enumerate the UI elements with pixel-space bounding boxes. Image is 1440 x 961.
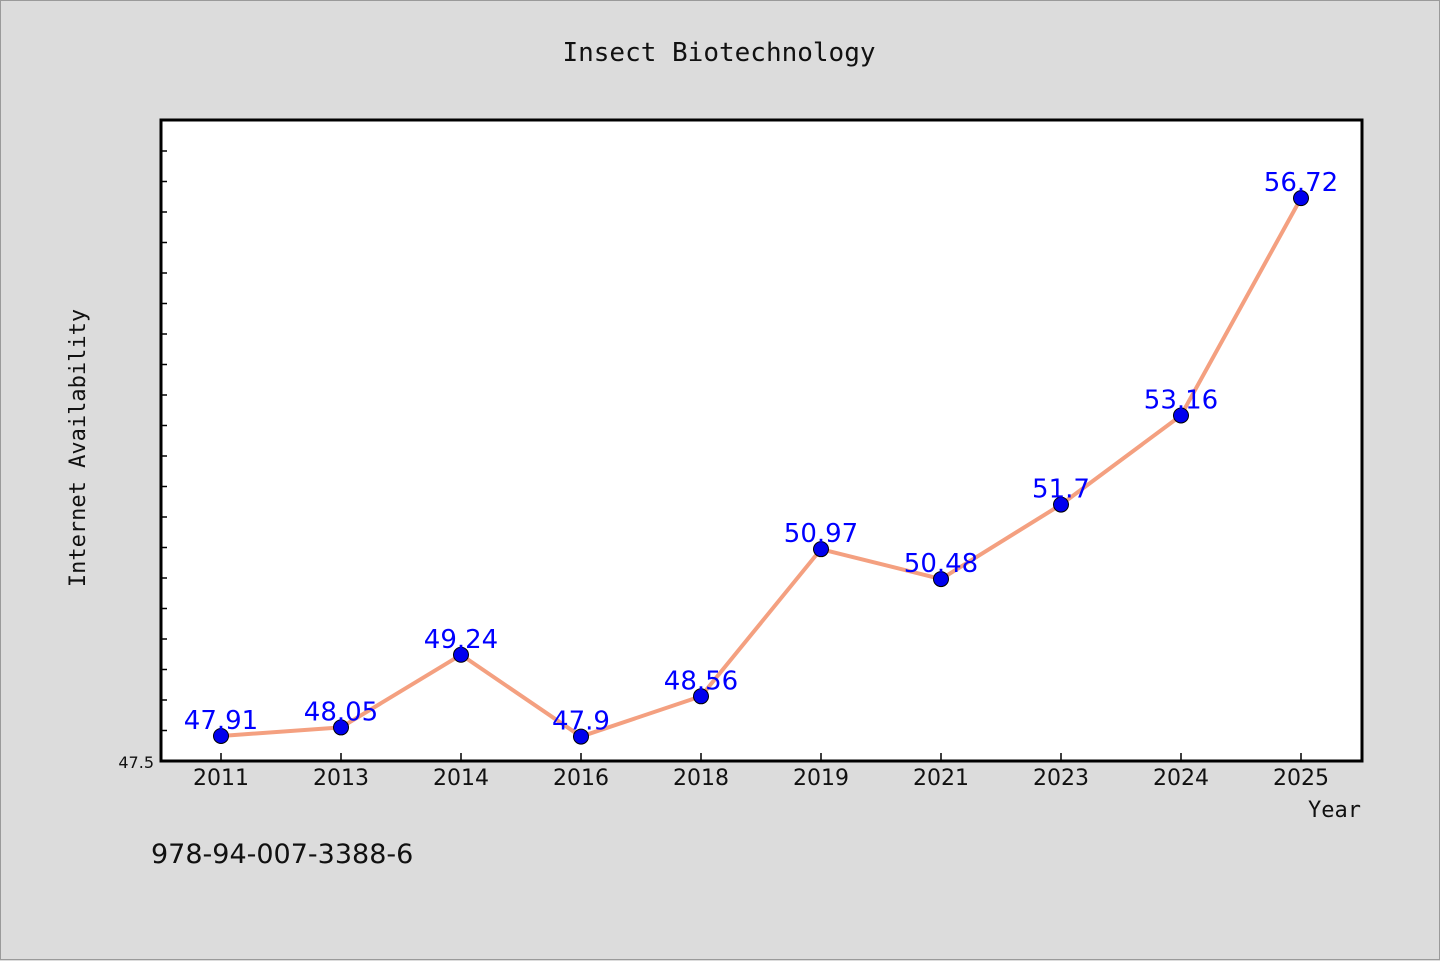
data-point [813,541,829,558]
data-label: 53.16 [1144,385,1218,415]
x-tick-label: 2018 [673,766,729,791]
y-axis-ticks [161,150,167,732]
x-tick-label: 2014 [433,766,489,791]
data-point [693,688,709,705]
data-label: 47.9 [552,707,610,737]
data-point [333,719,349,736]
x-tick-label: 2023 [1033,766,1089,791]
y-axis-title: Internet Availability [66,309,91,587]
data-point [1053,496,1069,513]
y-axis-min-label: 47.5 [118,753,154,772]
data-point [933,571,949,588]
plot-area [159,118,1364,763]
x-tick-label: 2013 [313,766,369,791]
data-label: 48.56 [664,666,738,696]
data-label: 49.24 [424,625,498,655]
series-group: 47.91 48.05 49.24 47.9 48.56 50.97 50.48 51.7 53… [184,168,1338,745]
data-point [213,727,229,744]
x-tick-label: 2016 [553,766,609,791]
x-axis-title: Year [1308,798,1361,823]
x-tick-label: 2011 [193,766,249,791]
data-point [1173,407,1189,424]
x-axis-tick-labels: 2011 2013 2014 2016 2018 2019 2021 2023 2024 2025 [193,766,1329,791]
data-label: 48.05 [304,697,378,727]
x-tick-label: 2025 [1273,766,1329,791]
x-tick-label: 2019 [793,766,849,791]
x-tick-label: 2024 [1153,766,1209,791]
data-label: 50.97 [784,519,858,549]
data-label: 51.7 [1032,475,1090,505]
chart-title: Insect Biotechnology [562,38,875,68]
isbn-footer: 978-94-007-3388-6 [151,839,413,870]
data-point [453,646,469,663]
x-tick-label: 2021 [913,766,969,791]
x-axis-ticks [220,753,1302,761]
series-line [219,196,1303,739]
data-label: 50.48 [904,549,978,579]
data-point [1293,190,1309,207]
data-point [573,728,589,745]
data-label: 56.72 [1264,168,1338,198]
data-label: 47.91 [184,706,258,736]
